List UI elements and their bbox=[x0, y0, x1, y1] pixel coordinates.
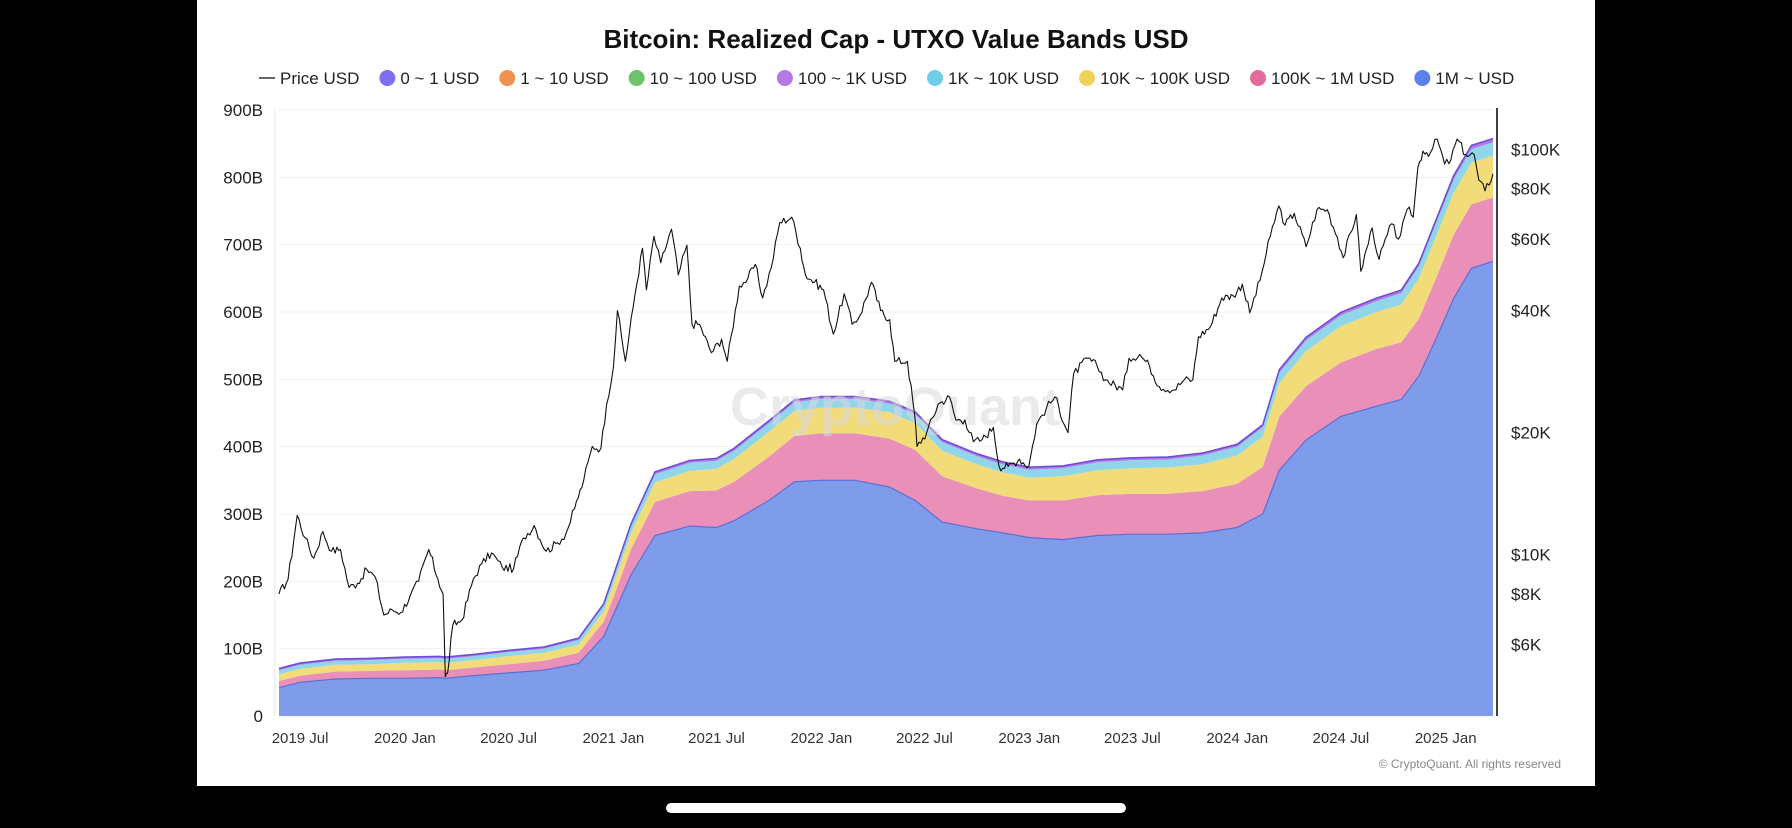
legend-dot-marker bbox=[776, 70, 793, 86]
chart-svg: Bitcoin: Realized Cap - UTXO Value Bands… bbox=[223, 24, 1561, 771]
legend-item[interactable]: 1K ~ 10K USD bbox=[927, 69, 1059, 88]
chart-card: Bitcoin: Realized Cap - UTXO Value Bands… bbox=[197, 0, 1595, 786]
area-bands bbox=[278, 137, 1494, 716]
legend-label: 10K ~ 100K USD bbox=[1100, 69, 1230, 88]
x-tick-label: 2021 Jul bbox=[688, 730, 745, 747]
legend-label: Price USD bbox=[280, 69, 359, 88]
copyright: © CryptoQuant. All rights reserved bbox=[1379, 757, 1561, 771]
x-tick-label: 2023 Jan bbox=[998, 730, 1060, 747]
chart-title: Bitcoin: Realized Cap - UTXO Value Bands… bbox=[603, 24, 1188, 54]
legend-dot-marker bbox=[379, 70, 396, 86]
y-right-tick-label: $80K bbox=[1511, 180, 1551, 199]
price-line bbox=[278, 138, 1494, 678]
legend-item[interactable]: Price USD bbox=[259, 69, 359, 88]
legend-dot-marker bbox=[927, 70, 944, 86]
legend-dot-marker bbox=[499, 70, 516, 86]
home-indicator bbox=[666, 803, 1126, 813]
area-band-100k-1m-usd bbox=[279, 197, 1493, 688]
legend-item[interactable]: 1 ~ 10 USD bbox=[499, 69, 609, 88]
y-left-tick-label: 900B bbox=[223, 101, 263, 120]
area-band-1k-10k-usd bbox=[279, 142, 1493, 675]
price-line-path bbox=[278, 138, 1494, 678]
area-band-10k-100k-usd bbox=[279, 155, 1493, 682]
y-right-tick-label: $6K bbox=[1511, 636, 1542, 655]
y-left-tick-label: 600B bbox=[223, 303, 263, 322]
y-right-tick-label: $100K bbox=[1511, 140, 1561, 159]
x-tick-label: 2021 Jan bbox=[583, 730, 645, 747]
legend-label: 100K ~ 1M USD bbox=[1271, 69, 1394, 88]
legend-label: 1 ~ 10 USD bbox=[520, 69, 608, 88]
y-left-tick-label: 300B bbox=[223, 505, 263, 524]
y-axis-left: 0 100B 200B 300B 400B 500B 600B 700B 800B 900B bbox=[223, 101, 263, 726]
y-left-tick-label: 400B bbox=[223, 438, 263, 457]
y-left-tick-label: 500B bbox=[223, 370, 263, 389]
legend-dot-marker bbox=[1079, 70, 1096, 86]
y-left-tick-label: 100B bbox=[223, 640, 263, 659]
y-axis-right: $6K $8K $10K $20K $40K $60K $80K $100K bbox=[1511, 140, 1561, 654]
x-tick-label: 2019 Jul bbox=[272, 730, 329, 747]
x-tick-label: 2020 Jul bbox=[480, 730, 537, 747]
x-tick-label: 2023 Jul bbox=[1104, 730, 1161, 747]
x-tick-label: 2020 Jan bbox=[374, 730, 436, 747]
legend-label: 1K ~ 10K USD bbox=[948, 69, 1059, 88]
legend-dot-marker bbox=[628, 70, 645, 86]
y-left-tick-label: 0 bbox=[254, 707, 263, 726]
base-band-outline bbox=[278, 260, 1494, 689]
legend-item[interactable]: 0 ~ 1 USD bbox=[379, 69, 479, 88]
y-left-tick-label: 200B bbox=[223, 572, 263, 591]
legend-item[interactable]: 10K ~ 100K USD bbox=[1079, 69, 1230, 88]
legend-dot-marker bbox=[1250, 70, 1267, 86]
legend-item[interactable]: 10 ~ 100 USD bbox=[628, 69, 757, 88]
x-tick-label: 2025 Jan bbox=[1415, 730, 1477, 747]
legend-label: 100 ~ 1K USD bbox=[798, 69, 907, 88]
stack-top-outline bbox=[278, 137, 1494, 670]
x-axis: 2019 Jul 2020 Jan 2020 Jul 2021 Jan 2021 Jul… bbox=[272, 730, 1477, 747]
legend-label: 10 ~ 100 USD bbox=[650, 69, 757, 88]
x-tick-label: 2022 Jan bbox=[790, 730, 852, 747]
legend: Price USD 0 ~ 1 USD 1 ~ 10 USD 10 ~ 100 USD… bbox=[259, 69, 1514, 88]
area-band-1m-usd bbox=[279, 261, 1493, 716]
y-right-tick-label: $8K bbox=[1511, 585, 1542, 604]
legend-item[interactable]: 100K ~ 1M USD bbox=[1250, 69, 1394, 88]
legend-label: 1M ~ USD bbox=[1435, 69, 1514, 88]
x-tick-label: 2024 Jul bbox=[1313, 730, 1370, 747]
y-right-tick-label: $40K bbox=[1511, 302, 1551, 321]
y-right-tick-label: $60K bbox=[1511, 230, 1551, 249]
y-right-tick-label: $10K bbox=[1511, 546, 1551, 565]
legend-item[interactable]: 100 ~ 1K USD bbox=[776, 69, 907, 88]
x-tick-label: 2022 Jul bbox=[896, 730, 953, 747]
watermark: CryptoQuant bbox=[730, 377, 1060, 437]
x-tick-label: 2024 Jan bbox=[1206, 730, 1268, 747]
y-left-tick-label: 800B bbox=[223, 168, 263, 187]
legend-dot-marker bbox=[1414, 70, 1431, 86]
y-left-tick-label: 700B bbox=[223, 236, 263, 255]
legend-label: 0 ~ 1 USD bbox=[400, 69, 479, 88]
legend-item[interactable]: 1M ~ USD bbox=[1414, 69, 1514, 88]
axes bbox=[274, 108, 1498, 716]
y-right-tick-label: $20K bbox=[1511, 424, 1551, 443]
